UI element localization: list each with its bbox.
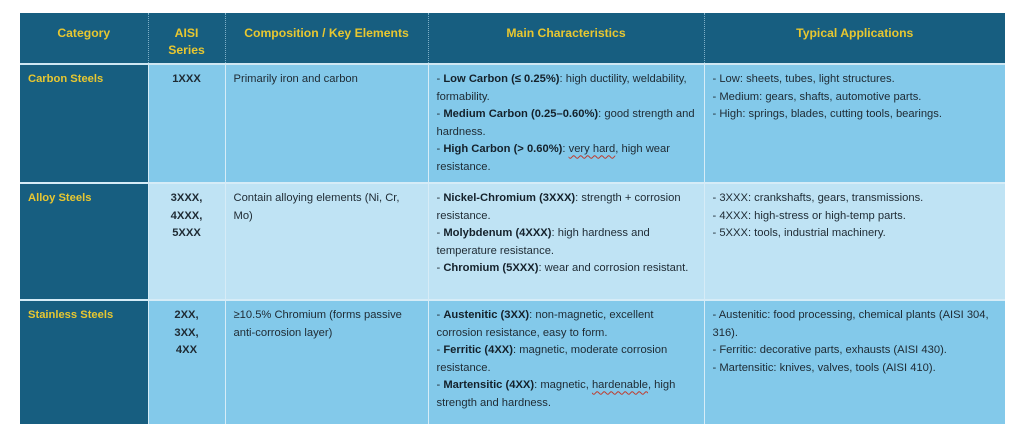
- table-row-stainless-steels: Stainless Steels 2XX, 3XX, 4XX ≥10.5% Ch…: [20, 300, 1005, 424]
- application-item: - 3XXX: crankshafts, gears, transmission…: [712, 192, 924, 204]
- application-item: - Martensitic: knives, valves, tools (AI…: [712, 361, 936, 374]
- series-value: 2XX,: [174, 309, 199, 321]
- series-cell: 3XXX, 4XXX, 5XXX: [148, 183, 226, 300]
- category-cell: Carbon Steels: [20, 64, 149, 183]
- applications-cell: - Low: sheets, tubes, light structures. …: [704, 64, 1005, 183]
- characteristic-item: - High Carbon (> 0.60%): very hard, high…: [436, 143, 670, 173]
- characteristic-item: - Medium Carbon (0.25–0.60%): good stren…: [436, 108, 695, 138]
- characteristic-item: - Low Carbon (≤ 0.25%): high ductility, …: [436, 73, 687, 103]
- category-cell: Alloy Steels: [20, 183, 149, 300]
- header-row: Category AISI Series Composition / Key E…: [20, 13, 1005, 64]
- header-aisi-series: AISI Series: [148, 13, 226, 64]
- series-value: 3XXX,: [170, 192, 203, 204]
- header-aisi-line2: Series: [168, 43, 205, 57]
- application-item: - 4XXX: high-stress or high-temp parts.: [712, 209, 906, 222]
- header-characteristics: Main Characteristics: [428, 13, 705, 64]
- application-item: - 5XXX: tools, industrial machinery.: [712, 227, 886, 240]
- characteristics-cell: - Nickel-Chromium (3XXX): strength + cor…: [428, 183, 705, 300]
- header-aisi-line1: AISI: [174, 26, 199, 40]
- composition-cell: Contain alloying elements (Ni, Cr, Mo): [225, 183, 429, 300]
- series-cell: 2XX, 3XX, 4XX: [148, 300, 226, 424]
- composition-cell: Primarily iron and carbon: [225, 64, 429, 183]
- characteristic-item: - Austenitic (3XX): non-magnetic, excell…: [436, 309, 654, 339]
- application-item: - Ferritic: decorative parts, exhausts (…: [712, 344, 947, 357]
- table-row-alloy-steels: Alloy Steels 3XXX, 4XXX, 5XXX Contain al…: [20, 183, 1005, 300]
- characteristics-cell: - Austenitic (3XX): non-magnetic, excell…: [428, 300, 705, 424]
- characteristic-item: - Ferritic (4XX): magnetic, moderate cor…: [436, 344, 668, 374]
- characteristic-item: - Martensitic (4XX): magnetic, hardenabl…: [436, 379, 676, 409]
- header-composition: Composition / Key Elements: [225, 13, 429, 64]
- application-item: - Low: sheets, tubes, light structures.: [712, 73, 895, 85]
- characteristic-item: - Nickel-Chromium (3XXX): strength + cor…: [436, 192, 681, 222]
- table-row-carbon-steels: Carbon Steels 1XXX Primarily iron and ca…: [20, 64, 1005, 183]
- header-applications: Typical Applications: [704, 13, 1005, 64]
- application-item: - Medium: gears, shafts, automotive part…: [712, 90, 922, 103]
- header-category: Category: [20, 13, 149, 64]
- series-value: 3XX,: [174, 326, 199, 339]
- category-cell: Stainless Steels: [20, 300, 149, 424]
- steel-classification-table: Category AISI Series Composition / Key E…: [20, 13, 1005, 424]
- application-item: - Austenitic: food processing, chemical …: [712, 309, 989, 339]
- spellcheck-underline: very hard: [568, 143, 616, 156]
- series-cell: 1XXX: [148, 64, 226, 183]
- series-value: 1XXX: [172, 73, 201, 85]
- series-value: 4XXX,: [170, 209, 203, 222]
- characteristic-item: - Molybdenum (4XXX): high hardness and t…: [436, 227, 650, 257]
- series-value: 4XX: [175, 344, 198, 357]
- spellcheck-underline: hardenable: [591, 379, 648, 392]
- composition-cell: ≥10.5% Chromium (forms passive anti-corr…: [225, 300, 429, 424]
- application-item: - High: springs, blades, cutting tools, …: [712, 108, 942, 121]
- applications-cell: - 3XXX: crankshafts, gears, transmission…: [704, 183, 1005, 300]
- applications-cell: - Austenitic: food processing, chemical …: [704, 300, 1005, 424]
- characteristic-item: - Chromium (5XXX): wear and corrosion re…: [436, 262, 689, 275]
- series-value: 5XXX: [172, 227, 201, 240]
- characteristics-cell: - Low Carbon (≤ 0.25%): high ductility, …: [428, 64, 705, 183]
